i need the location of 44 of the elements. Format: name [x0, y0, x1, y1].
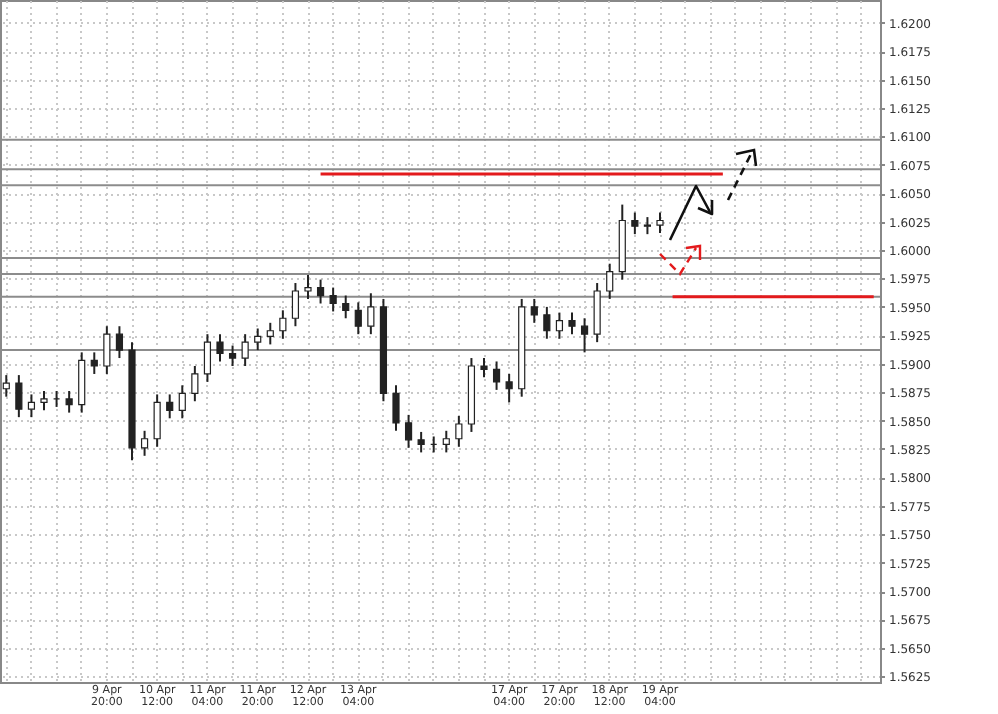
candlestick — [392, 384, 400, 432]
candlestick — [555, 311, 564, 340]
candlestick — [342, 294, 350, 320]
candlestick — [216, 333, 224, 363]
candlestick — [115, 325, 124, 360]
candlestick — [178, 384, 186, 420]
candlestick — [304, 274, 312, 300]
candlestick — [65, 390, 73, 414]
candlestick — [631, 211, 639, 236]
candlestick — [543, 305, 551, 340]
candlestick — [90, 351, 98, 375]
candlestick — [266, 321, 274, 346]
candlestick — [166, 393, 174, 420]
candlestick — [354, 301, 362, 336]
candlestick — [455, 415, 463, 448]
candlestick — [442, 429, 450, 454]
candlestick — [140, 429, 149, 457]
candlestick — [417, 430, 425, 454]
candlestick — [78, 351, 86, 414]
candlestick — [568, 311, 576, 336]
candlestick — [480, 357, 488, 379]
candlestick — [505, 372, 513, 404]
candlestick — [241, 333, 249, 368]
candlestick — [27, 393, 36, 419]
candlestick — [254, 327, 262, 352]
candlestick — [580, 317, 589, 354]
candlestick — [191, 365, 199, 403]
candlestick — [203, 333, 212, 383]
candlestick — [492, 360, 501, 391]
candlestick — [593, 282, 601, 344]
candlestick — [404, 413, 413, 449]
candlestick — [530, 297, 538, 324]
candlestick — [329, 286, 337, 313]
candlestick — [228, 344, 237, 368]
candlestick — [279, 309, 287, 340]
candlestick — [367, 292, 375, 336]
candlestick — [103, 325, 111, 375]
candlestick — [316, 278, 325, 305]
candlestick — [291, 282, 300, 328]
candlestick — [15, 374, 23, 419]
candlestick — [40, 390, 48, 412]
candlestick — [153, 393, 161, 448]
candlestick — [606, 262, 614, 300]
candlestick — [656, 211, 664, 235]
